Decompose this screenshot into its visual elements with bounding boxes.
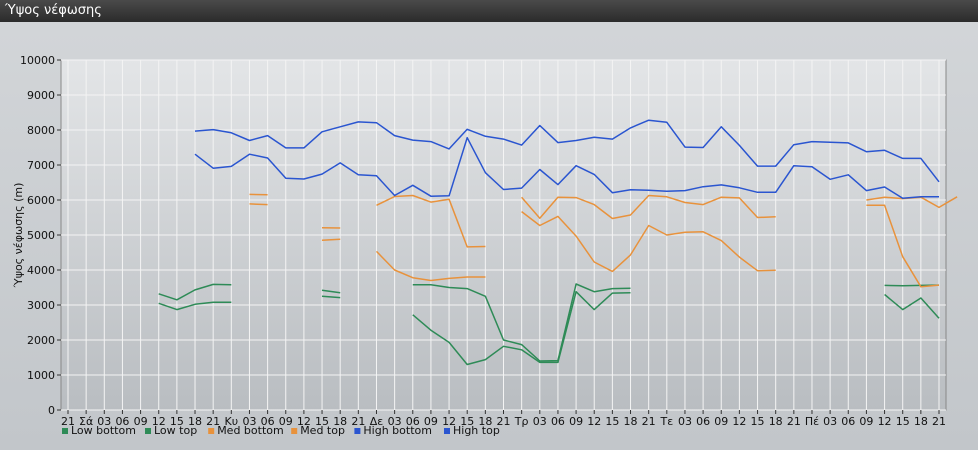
x-tick-label: 03 <box>678 415 692 428</box>
series-line-high-top <box>194 119 940 183</box>
x-tick-label: 09 <box>134 415 148 428</box>
x-tick-label: 06 <box>261 415 275 428</box>
x-tick-label: 21 <box>497 415 511 428</box>
x-tick-label: 09 <box>859 415 873 428</box>
x-tick-label: 06 <box>406 415 420 428</box>
x-tick-label: 06 <box>841 415 855 428</box>
x-tick-label: 21 <box>206 415 220 428</box>
series-line-med-bottom <box>375 250 486 282</box>
x-tick-label: 18 <box>624 415 638 428</box>
series-line-low-bottom <box>321 295 341 299</box>
x-tick-label: 06 <box>115 415 129 428</box>
x-tick-label: 09 <box>714 415 728 428</box>
series-line-low-top <box>412 283 631 362</box>
x-tick-label: 03 <box>388 415 402 428</box>
x-tick-label: Κυ <box>225 415 239 428</box>
series-line-med-bottom <box>866 204 940 288</box>
series-line-low-top <box>321 289 341 294</box>
legend-swatch-med-top <box>291 428 298 434</box>
x-tick-label: 15 <box>896 415 910 428</box>
x-tick-label: 12 <box>878 415 892 428</box>
series-line-high-bottom <box>194 136 939 200</box>
x-tick-label: 15 <box>315 415 329 428</box>
series-line-med-top <box>521 194 776 220</box>
legend-swatch-low-bottom <box>62 428 68 434</box>
y-tick-label: 5000 <box>27 229 55 242</box>
x-tick-label: 15 <box>605 415 619 428</box>
y-tick-label: 1000 <box>27 369 55 382</box>
x-tick-label: 06 <box>551 415 565 428</box>
x-tick-label: 12 <box>732 415 746 428</box>
y-tick-label: 9000 <box>27 89 55 102</box>
x-tick-label: 15 <box>170 415 184 428</box>
x-tick-label: 12 <box>442 415 456 428</box>
x-tick-label: 21 <box>787 415 801 428</box>
x-tick-label: 15 <box>460 415 474 428</box>
legend-label-high-bottom: High bottom <box>363 424 432 437</box>
x-tick-label: 09 <box>569 415 583 428</box>
x-tick-label: 21 <box>932 415 946 428</box>
y-tick-label: 4000 <box>27 264 55 277</box>
series-line-med-bottom <box>321 238 341 242</box>
x-tick-label: 18 <box>333 415 347 428</box>
legend-swatch-med-bottom <box>208 428 215 434</box>
series-line-med-bottom <box>521 211 776 273</box>
series-line-low-bottom <box>884 293 940 319</box>
x-tick-label: Τε <box>659 415 673 428</box>
x-tick-label: 03 <box>533 415 547 428</box>
x-tick-label: 12 <box>587 415 601 428</box>
y-tick-label: 10000 <box>20 54 55 67</box>
legend-label-low-bottom: Low bottom <box>71 424 136 437</box>
x-tick-label: 21 <box>351 415 365 428</box>
x-tick-label: 18 <box>478 415 492 428</box>
legend-swatch-high-bottom <box>354 428 361 434</box>
x-tick-label: 03 <box>242 415 256 428</box>
legend-swatch-high-top <box>444 428 450 434</box>
x-tick-label: 18 <box>769 415 783 428</box>
x-tick-label: Σά <box>79 415 93 428</box>
x-tick-label: 12 <box>152 415 166 428</box>
y-tick-label: 0 <box>48 404 55 417</box>
x-tick-label: 09 <box>279 415 293 428</box>
x-tick-label: 06 <box>696 415 710 428</box>
window-title: Ύψος νέφωσης <box>0 0 978 22</box>
x-tick-label: 15 <box>751 415 765 428</box>
x-tick-label: 21 <box>642 415 656 428</box>
cloud-height-chart: 0 1000 2000 3000 4000 5000 6000 7000 8000 9000 100… <box>12 54 958 437</box>
x-tick-label: 09 <box>424 415 438 428</box>
x-tick-label: Πέ <box>805 415 819 428</box>
x-tick-label: 18 <box>188 415 202 428</box>
x-tick-label: 12 <box>297 415 311 428</box>
x-tick-label: Τρ <box>514 415 529 428</box>
series-line-med-top <box>376 194 486 248</box>
legend-label-low-top: Low top <box>154 424 197 437</box>
y-tick-label: 2000 <box>27 334 55 347</box>
series-line-low-bottom <box>412 290 631 366</box>
x-tick-label: 18 <box>914 415 928 428</box>
x-tick-label: Δε <box>370 415 384 428</box>
x-tick-label: 03 <box>823 415 837 428</box>
y-tick-label: 6000 <box>27 194 55 207</box>
series-line-low-bottom <box>158 301 232 311</box>
series-line-med-bottom <box>249 203 268 206</box>
legend-label-high-top: High top <box>453 424 500 437</box>
y-axis-label: Ύψος νέφωσης (m) <box>12 183 25 289</box>
legend-label-med-bottom: Med bottom <box>217 424 284 437</box>
x-tick-label: 21 <box>61 415 75 428</box>
y-tick-label: 3000 <box>27 299 55 312</box>
legend-swatch-low-top <box>145 428 151 434</box>
y-tick-label: 8000 <box>27 124 55 137</box>
legend-label-med-top: Med top <box>300 424 345 437</box>
y-tick-label: 7000 <box>27 159 55 172</box>
series-line-low-top <box>158 283 232 301</box>
x-tick-label: 03 <box>97 415 111 428</box>
